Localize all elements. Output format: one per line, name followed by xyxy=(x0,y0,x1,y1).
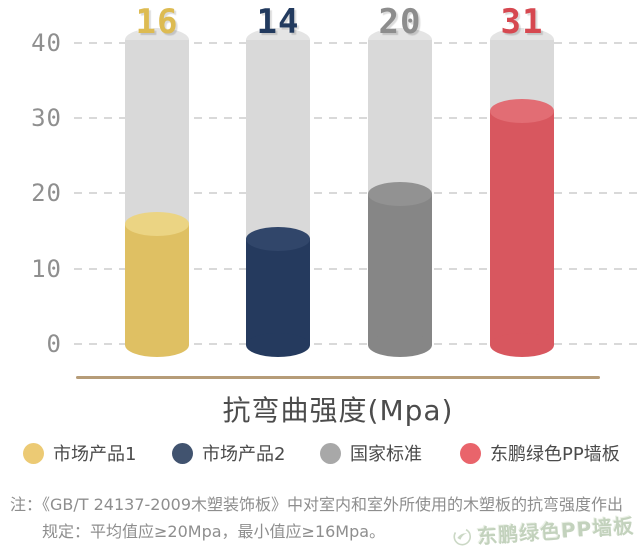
bar-market-product-2: 14 xyxy=(246,0,310,549)
bar-fill xyxy=(368,194,432,345)
bar-fill-base xyxy=(490,333,554,357)
bar-fill-cap xyxy=(368,182,432,206)
legend-label: 市场产品1 xyxy=(53,444,137,465)
legend-label: 国家标准 xyxy=(350,444,422,465)
legend-dot xyxy=(23,442,44,464)
x-axis-line xyxy=(76,376,600,379)
bar-fill-cap xyxy=(125,212,189,236)
brand-watermark: 东鹏绿色PP墙板 xyxy=(451,510,635,549)
y-axis-tick: 40 xyxy=(31,29,62,57)
legend-dot xyxy=(460,442,481,464)
y-axis-tick: 10 xyxy=(31,255,62,283)
gridline-20 xyxy=(74,192,640,194)
legend-item-market-product-2: 市场产品2 xyxy=(172,441,285,465)
bar-fill-cap xyxy=(490,99,554,123)
gridline-10 xyxy=(74,268,640,270)
chart-title: 抗弯曲强度(Mpa) xyxy=(222,394,454,427)
bar-value-label: 31 xyxy=(500,2,544,42)
bar-fill-base xyxy=(246,333,310,357)
legend-label: 市场产品2 xyxy=(202,444,286,465)
bar-fill xyxy=(490,111,554,345)
legend-label: 东鹏绿色PP墙板 xyxy=(490,444,620,465)
legend-dot xyxy=(172,442,193,464)
bar-value-label: 16 xyxy=(135,2,179,42)
legend-dot xyxy=(320,442,341,464)
bar-market-product-1: 16 xyxy=(125,0,189,549)
bar-fill xyxy=(125,224,189,345)
y-axis-tick: 30 xyxy=(31,104,62,132)
bar-national-standard: 20 xyxy=(368,0,432,549)
footnote: 注：《GB/T 24137-2009木塑装饰板》中对室内和室外所使用的木塑板的抗… xyxy=(10,491,636,545)
bar-dongpeng-pp-wallboard: 31 xyxy=(490,0,554,549)
footnote-line-1: 注：《GB/T 24137-2009木塑装饰板》中对室内和室外所使用的木塑板的抗… xyxy=(10,495,624,514)
gridline-40 xyxy=(74,42,640,44)
gridline-30 xyxy=(74,117,640,119)
y-axis-tick: 0 xyxy=(46,330,62,358)
footnote-line-2: 规定：平均值应≥20Mpa，最小值应≥16Mpa。 xyxy=(42,522,386,541)
bar-fill-cap xyxy=(246,227,310,251)
dongpeng-logo-icon xyxy=(453,527,471,545)
bar-fill xyxy=(246,239,310,345)
bar-fill-base xyxy=(368,333,432,357)
y-axis-tick: 20 xyxy=(31,179,62,207)
bar-value-label: 20 xyxy=(378,2,422,42)
legend-item-national-standard: 国家标准 xyxy=(320,441,422,465)
bar-value-label: 14 xyxy=(256,2,300,42)
gridline-0 xyxy=(74,343,640,345)
bar-fill-base xyxy=(125,333,189,357)
legend-item-market-product-1: 市场产品1 xyxy=(23,441,136,465)
legend-item-dongpeng-pp-wallboard: 东鹏绿色PP墙板 xyxy=(460,441,620,465)
